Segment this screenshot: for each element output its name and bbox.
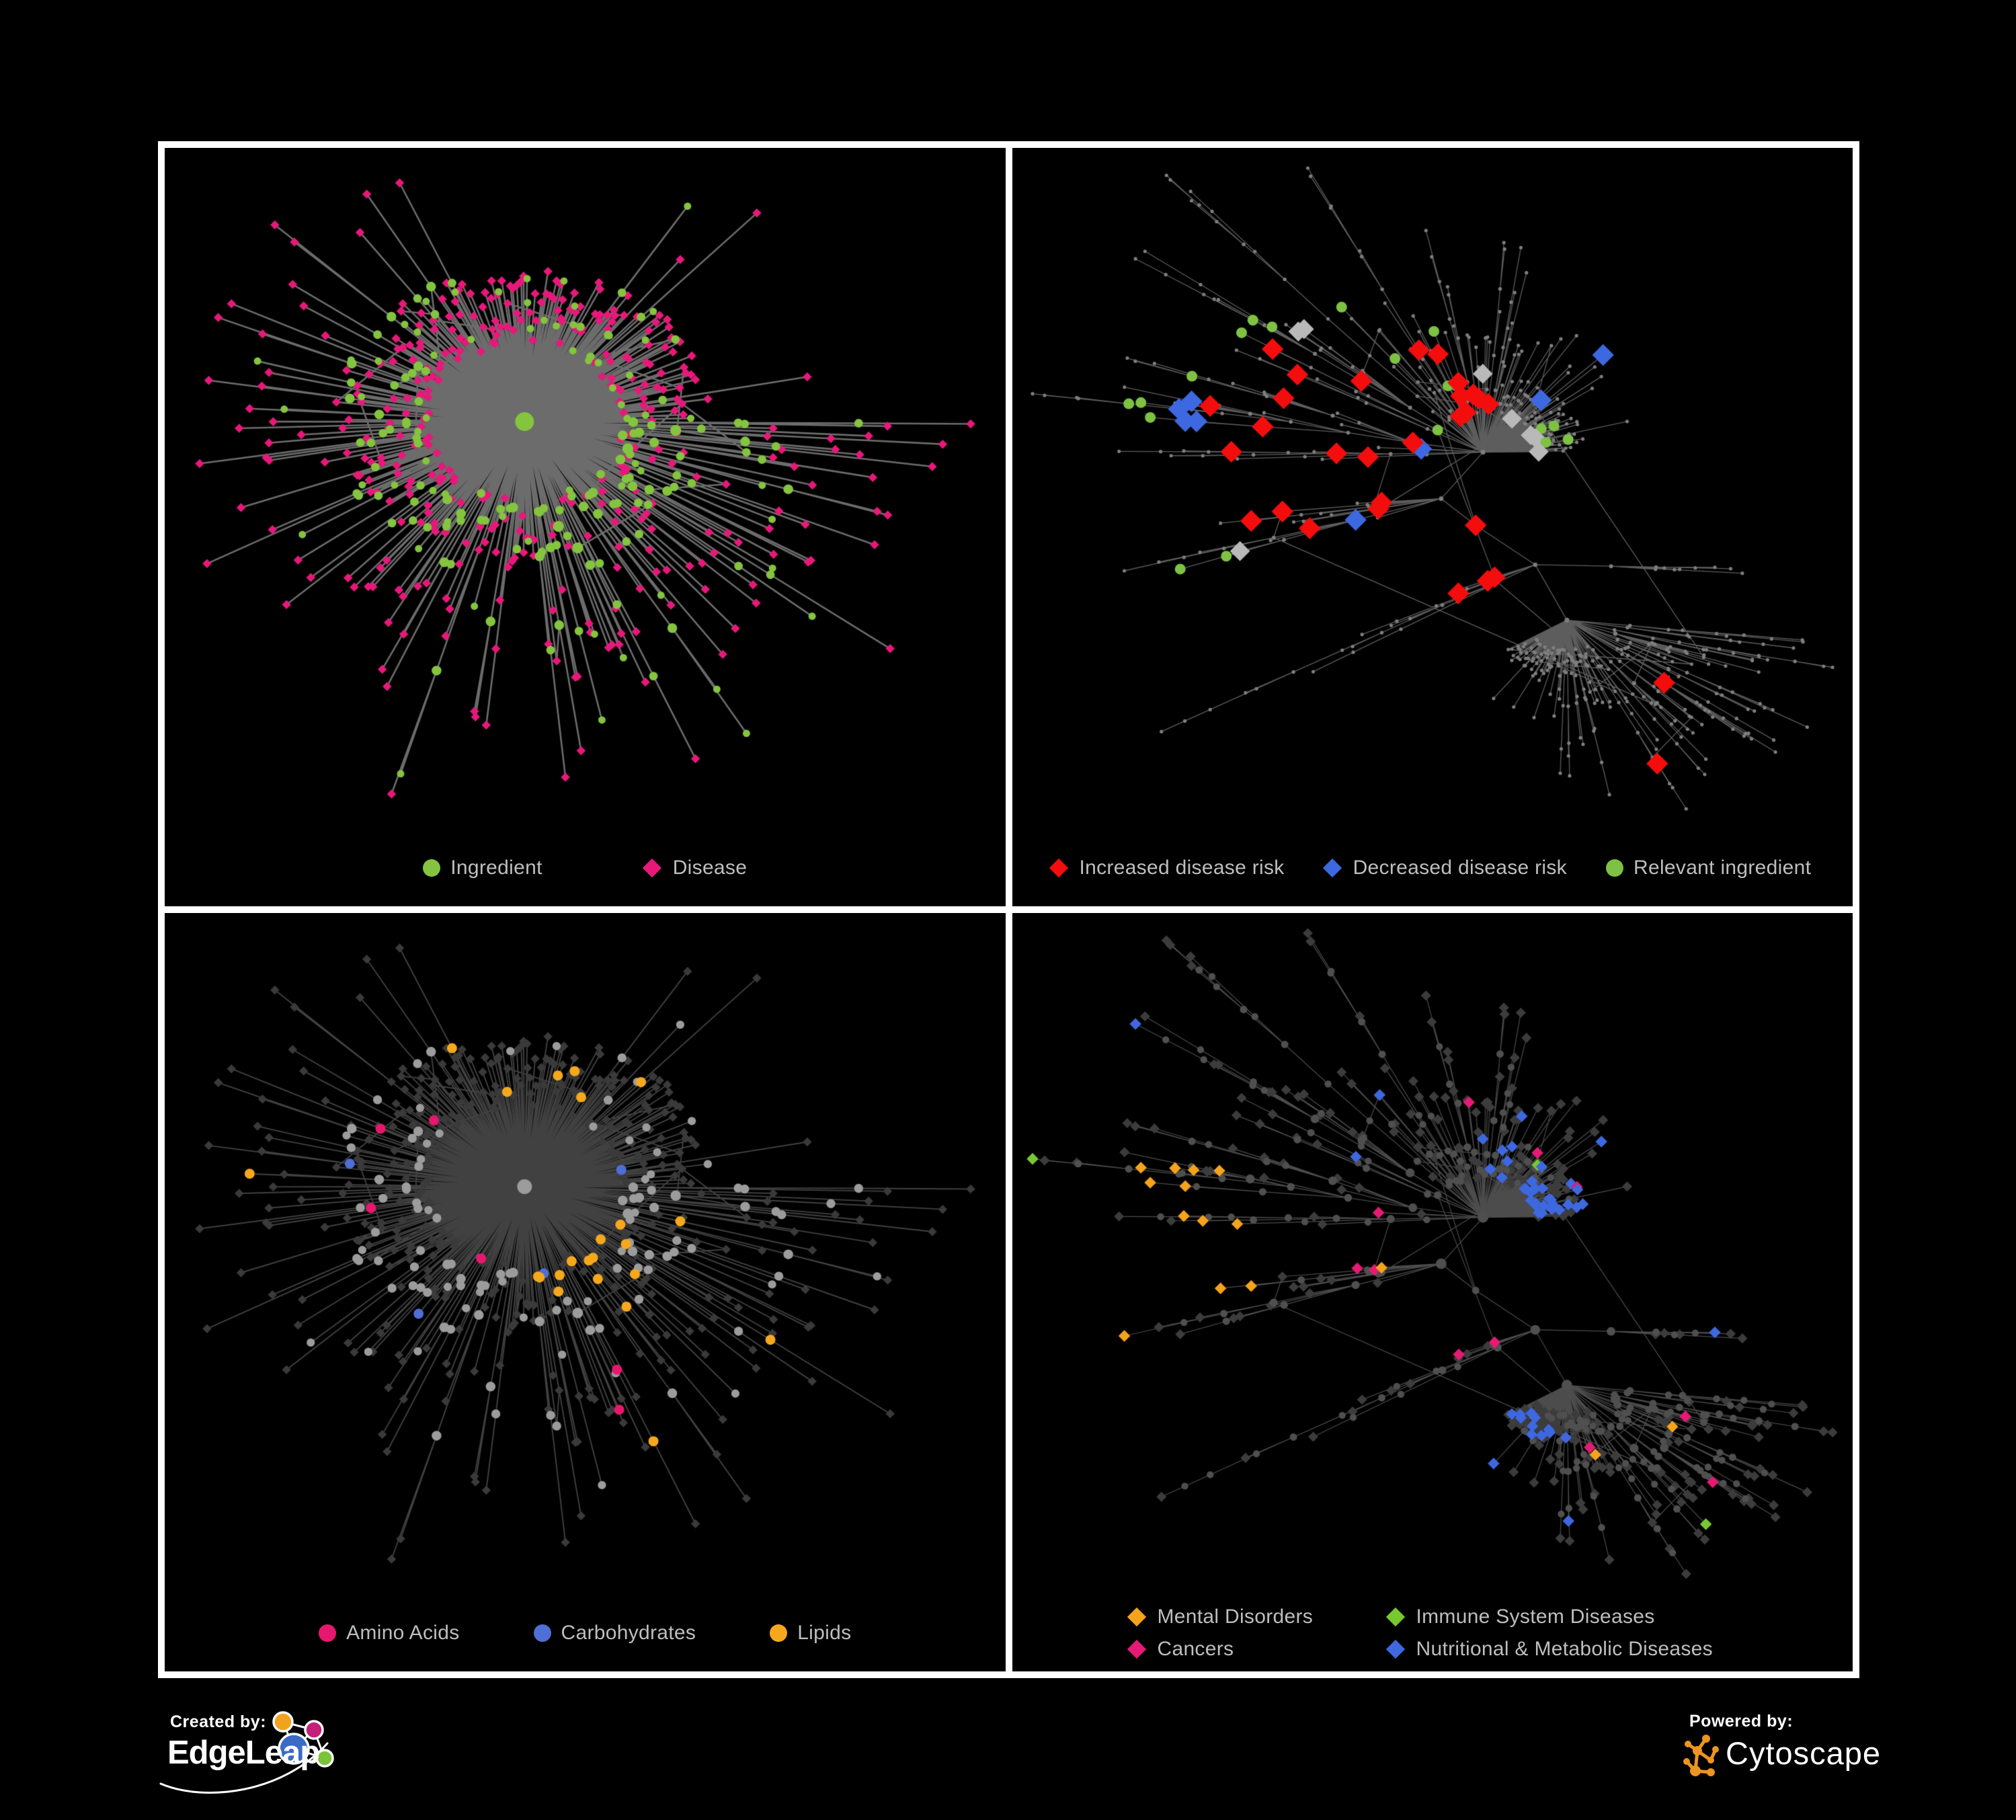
disease-diamond-swatch-icon [642, 858, 661, 877]
cytoscape-wordmark: Cytoscape [1726, 1735, 1882, 1771]
legend-label: Cancers [1157, 1637, 1234, 1660]
disease-risk-network-canvas [1012, 148, 1853, 829]
edgeleap-wordmark: EdgeLeap [167, 1735, 320, 1771]
legend-item-increased-disease-risk: Increased disease risk [1049, 856, 1285, 879]
figure-grid: Ingredient Disease Increased disease risk… [158, 141, 1859, 1678]
carbohydrates-circle-swatch-icon [533, 1624, 551, 1642]
legend-label: Decreased disease risk [1353, 856, 1567, 879]
legend-item-amino-acids: Amino Acids [319, 1622, 459, 1645]
amino-acids-circle-swatch-icon [319, 1624, 337, 1642]
legend-label: Amino Acids [346, 1621, 460, 1644]
legend-label: Nutritional & Metabolic Diseases [1416, 1637, 1713, 1660]
legend-label: Increased disease risk [1079, 856, 1285, 879]
legend-item-relevant-ingredient: Relevant ingredient [1606, 857, 1811, 879]
legend-item-mental-disorders: Mental Disorders [1127, 1605, 1387, 1628]
lipids-circle-swatch-icon [770, 1624, 788, 1642]
ingredient-disease-network-canvas [165, 148, 1006, 829]
legend-item-carbohydrates: Carbohydrates [533, 1621, 696, 1645]
legend-label: Relevant ingredient [1634, 856, 1812, 879]
panel-nutrient-class-network: Amino Acids Carbohydrates Lipids [161, 910, 1009, 1675]
legend-label: Carbohydrates [561, 1621, 696, 1644]
legend-item-immune-system-diseases: Immune System Diseases [1385, 1605, 1853, 1628]
cytoscape-logo-icon [1683, 1735, 1719, 1776]
legend-item-decreased-disease-risk: Decreased disease risk [1322, 856, 1567, 879]
panel-ingredient-disease-network: Ingredient Disease [161, 145, 1009, 910]
immune-system-diseases-diamond-swatch-icon [1385, 1607, 1405, 1626]
nutrient-class-network-canvas [165, 913, 1006, 1594]
panel-disease-risk-network: Increased disease risk Decreased disease … [1008, 145, 1856, 910]
mental-disorders-diamond-swatch-icon [1127, 1607, 1146, 1626]
disease-risk-legend: Increased disease risk Decreased disease … [1012, 829, 1853, 906]
legend-item-cancers: Cancers [1127, 1637, 1387, 1661]
legend-label: Immune System Diseases [1416, 1605, 1655, 1628]
disease-category-network-canvas [1012, 913, 1853, 1594]
legend-label: Mental Disorders [1157, 1605, 1314, 1628]
panel-disease-category-network: Mental Disorders Immune System Diseases Ca… [1008, 910, 1856, 1675]
ingredient-disease-legend: Ingredient Disease [165, 829, 1006, 906]
increased-disease-risk-diamond-swatch-icon [1049, 858, 1068, 877]
legend-label: Lipids [797, 1621, 852, 1644]
legend-item-ingredient: Ingredient [423, 857, 542, 879]
created-by-label: Created by: [170, 1712, 267, 1731]
nutritional-metabolic-diseases-diamond-swatch-icon [1385, 1639, 1405, 1659]
relevant-ingredient-circle-swatch-icon [1606, 859, 1623, 877]
decreased-disease-risk-diamond-swatch-icon [1322, 858, 1342, 877]
edgeleap-logo-icon [159, 1711, 334, 1794]
powered-by-label: Powered by: [1689, 1712, 1793, 1731]
ingredient-circle-swatch-icon [423, 859, 441, 877]
disease-category-legend: Mental Disorders Immune System Diseases Ca… [1127, 1594, 1853, 1671]
legend-item-lipids: Lipids [770, 1622, 851, 1645]
cancers-diamond-swatch-icon [1127, 1639, 1146, 1659]
legend-label: Ingredient [450, 856, 542, 879]
legend-label: Disease [672, 856, 748, 879]
legend-item-nutritional-metabolic-diseases: Nutritional & Metabolic Diseases [1385, 1637, 1853, 1661]
cytoscape-credit: Powered by: Cytoscape [1677, 1708, 1882, 1795]
legend-item-disease: Disease [642, 856, 748, 879]
edgeleap-credit: Created by: EdgeLeap [151, 1704, 366, 1812]
nutrient-class-legend: Amino Acids Carbohydrates Lipids [165, 1594, 1006, 1671]
